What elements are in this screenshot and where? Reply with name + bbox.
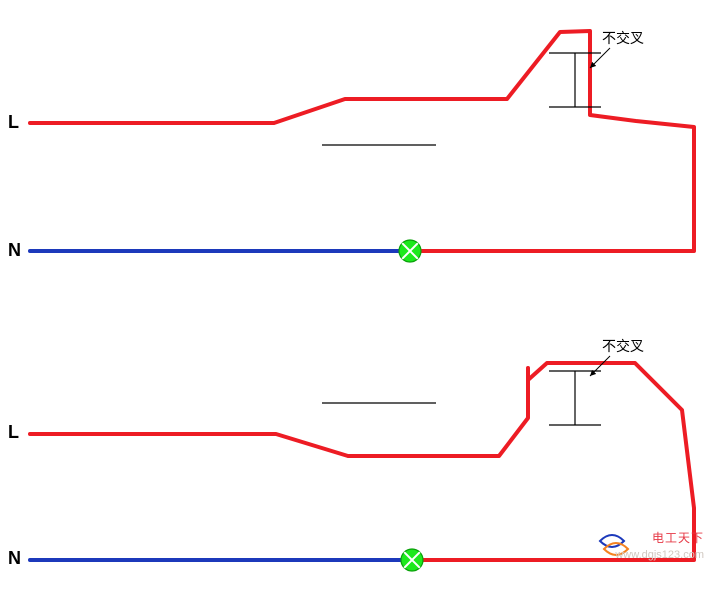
c1-annotation-arrow xyxy=(590,48,610,68)
c2-lamp-icon xyxy=(401,549,423,571)
watermark-text: 电工天下 xyxy=(652,529,704,546)
wiring-svg xyxy=(0,0,709,606)
wiring-diagram-container: L N 不交叉 L N 不交叉 电工天下 www.dgjs123.com xyxy=(0,0,709,606)
c2-no-cross-annotation: 不交叉 xyxy=(602,336,644,356)
c1-lamp-icon xyxy=(399,240,421,262)
watermark-url: www.dgjs123.com xyxy=(615,549,704,561)
c1-L-label: L xyxy=(8,112,19,133)
c2-annotation-arrow xyxy=(590,356,610,376)
c2-N-label: N xyxy=(8,548,21,569)
c1-N-label: N xyxy=(8,240,21,261)
c2-L-label: L xyxy=(8,422,19,443)
c2-live-wire xyxy=(30,363,694,560)
c1-no-cross-annotation: 不交叉 xyxy=(602,28,644,48)
